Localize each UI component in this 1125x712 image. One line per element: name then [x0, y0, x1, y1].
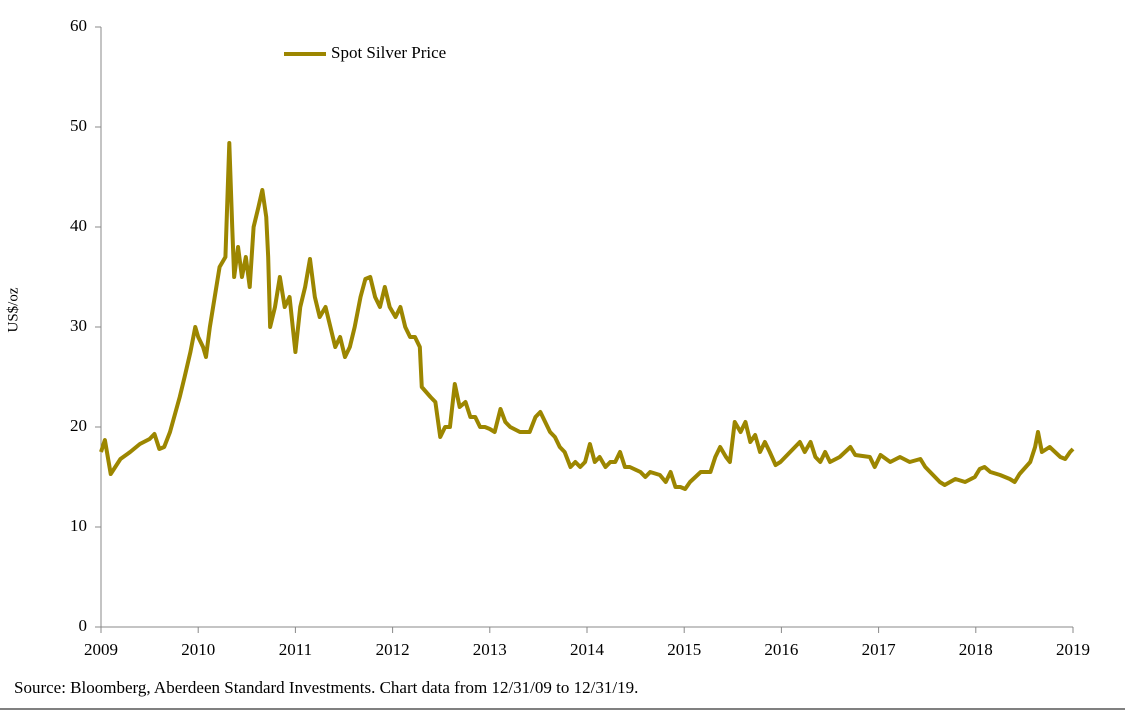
y-tick-label: 10 — [70, 516, 87, 535]
legend-label: Spot Silver Price — [331, 43, 446, 62]
y-tick-label: 0 — [79, 616, 88, 635]
y-tick-label: 20 — [70, 416, 87, 435]
x-tick-label: 2009 — [84, 640, 118, 659]
x-tick-label: 2017 — [862, 640, 897, 659]
y-tick-label: 40 — [70, 216, 87, 235]
x-tick-label: 2013 — [473, 640, 507, 659]
y-tick-label: 30 — [70, 316, 87, 335]
x-tick-label: 2010 — [181, 640, 215, 659]
data-line — [99, 141, 1075, 491]
x-tick-label: 2011 — [279, 640, 312, 659]
x-tick-label: 2015 — [667, 640, 701, 659]
x-tick-label: 2016 — [764, 640, 798, 659]
y-axis-label: US$/oz — [5, 287, 21, 332]
x-tick-label: 2019 — [1056, 640, 1090, 659]
y-tick-label: 50 — [70, 116, 87, 135]
y-tick-label: 60 — [70, 16, 87, 35]
source-note: Source: Bloomberg, Aberdeen Standard Inv… — [14, 678, 638, 697]
x-tick-label: 2014 — [570, 640, 605, 659]
x-tick-label: 2018 — [959, 640, 993, 659]
x-tick-label: 2012 — [376, 640, 410, 659]
